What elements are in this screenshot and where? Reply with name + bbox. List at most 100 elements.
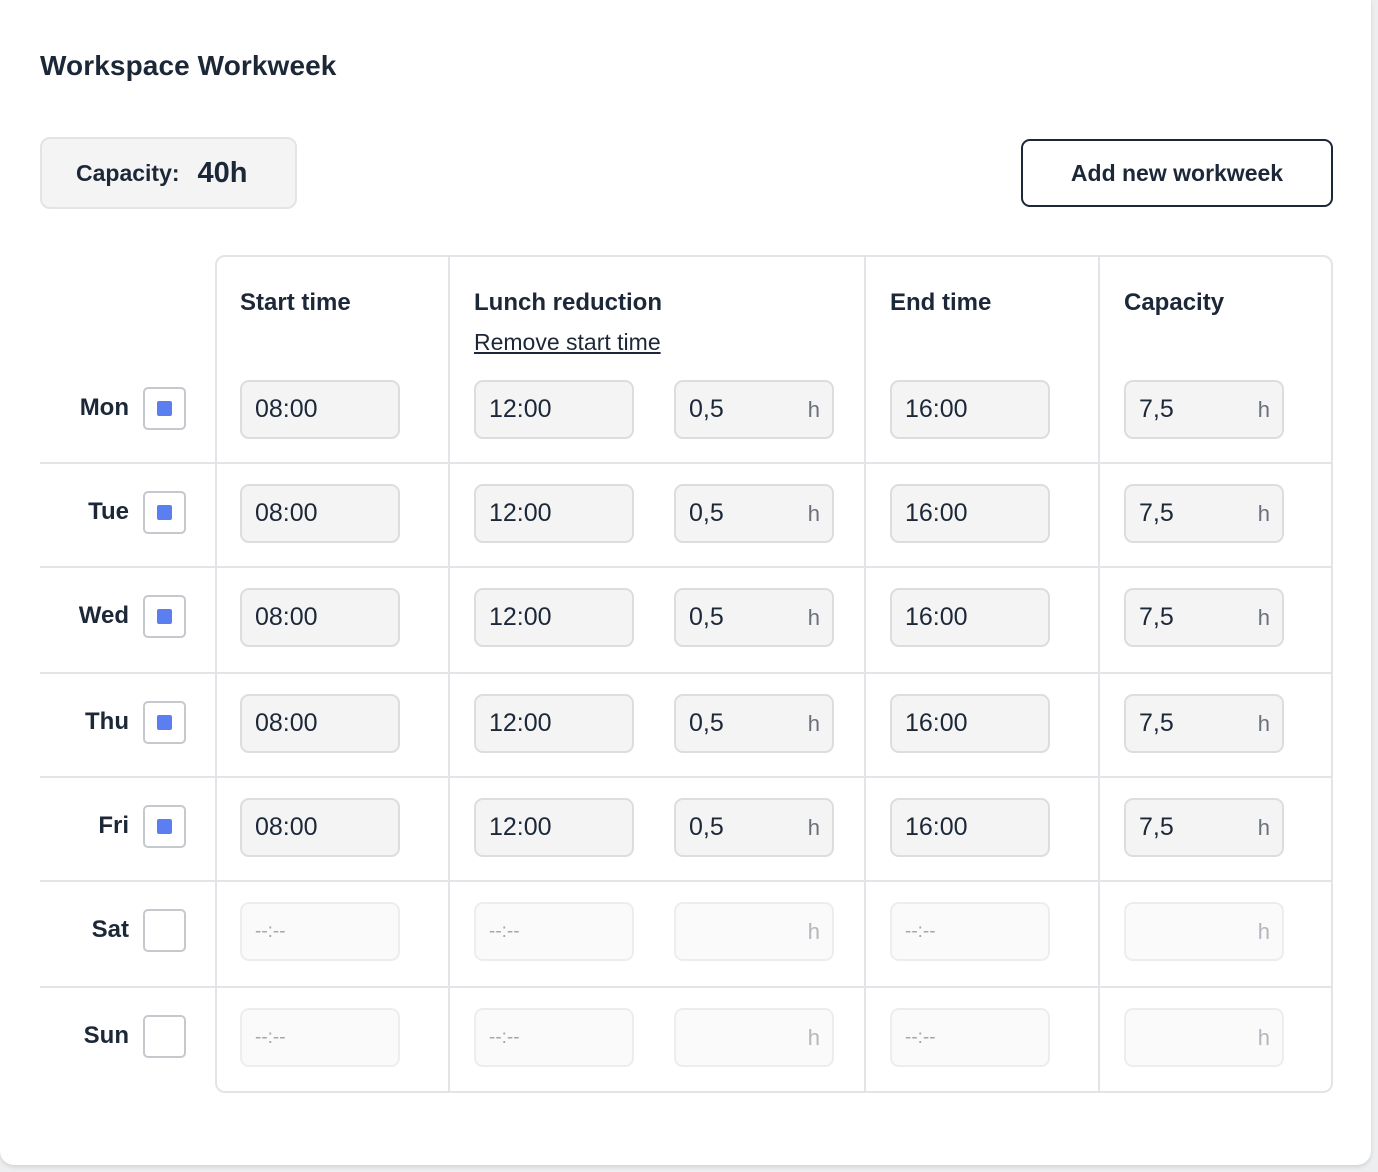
lunch-start-input[interactable]: --:-- (474, 1008, 634, 1067)
end-input[interactable]: 16:00 (890, 798, 1050, 857)
capacity-summary: Capacity: 40h (40, 137, 297, 209)
input-value: 0,5 (689, 499, 724, 527)
day-checkbox-tue[interactable] (143, 491, 186, 534)
input-value: 16:00 (905, 813, 968, 841)
input-value: 7,5 (1139, 813, 1174, 841)
lunch-start-input[interactable]: 12:00 (474, 588, 634, 647)
remove-start-time-link[interactable]: Remove start time (474, 329, 661, 355)
end-input[interactable]: 16:00 (890, 484, 1050, 543)
lunch-start-input[interactable]: 12:00 (474, 380, 634, 439)
lunch-hours-input[interactable]: h (674, 1008, 834, 1067)
end-input[interactable]: --:-- (890, 1008, 1050, 1067)
capacity-input[interactable]: h (1124, 902, 1284, 961)
capacity-input[interactable]: 7,5 h (1124, 484, 1284, 543)
day-label: Fri (98, 812, 129, 839)
day-label: Tue (88, 498, 129, 525)
unit-label: h (807, 500, 820, 526)
capacity-input[interactable]: 7,5 h (1124, 588, 1284, 647)
divider (1098, 255, 1100, 1093)
lunch-start-input[interactable]: --:-- (474, 902, 634, 961)
unit-label: h (1257, 1024, 1270, 1050)
unit-label: h (1257, 814, 1270, 840)
page-title: Workspace Workweek (40, 50, 337, 81)
unit-label: h (807, 814, 820, 840)
unit-label: h (807, 710, 820, 736)
lunch-hours-input[interactable]: 0,5 h (674, 798, 834, 857)
divider (864, 255, 866, 1093)
day-checkbox-mon[interactable] (143, 387, 186, 430)
end-input[interactable]: --:-- (890, 902, 1050, 961)
day-label: Sun (83, 1022, 129, 1049)
capacity-input[interactable]: 7,5 h (1124, 798, 1284, 857)
capacity-label: Capacity: (76, 159, 180, 186)
input-value: 12:00 (489, 395, 552, 423)
header-capacity: Capacity (1124, 289, 1225, 316)
input-value: 12:00 (489, 709, 552, 737)
lunch-hours-input[interactable]: 0,5 h (674, 588, 834, 647)
row-divider (40, 880, 1333, 882)
input-placeholder: --:-- (905, 1026, 936, 1048)
input-placeholder: --:-- (489, 920, 520, 942)
lunch-start-input[interactable]: 12:00 (474, 484, 634, 543)
lunch-start-input[interactable]: 12:00 (474, 694, 634, 753)
input-value: 16:00 (905, 603, 968, 631)
input-value: 16:00 (905, 499, 968, 527)
row-divider (40, 776, 1333, 778)
capacity-value: 40h (197, 156, 248, 189)
input-value: 12:00 (489, 813, 552, 841)
unit-label: h (1257, 710, 1270, 736)
unit-label: h (1257, 604, 1270, 630)
input-value: 08:00 (255, 813, 318, 841)
unit-label: h (807, 396, 820, 422)
input-value: 7,5 (1139, 499, 1174, 527)
lunch-hours-input[interactable]: h (674, 902, 834, 961)
input-value: 0,5 (689, 603, 724, 631)
header-start-time: Start time (240, 289, 351, 316)
day-checkbox-wed[interactable] (143, 595, 186, 638)
row-divider (40, 986, 1333, 988)
day-checkbox-thu[interactable] (143, 701, 186, 744)
input-value: 16:00 (905, 709, 968, 737)
header-lunch-reduction: Lunch reduction (474, 289, 662, 316)
add-new-workweek-button[interactable]: Add new workweek (1021, 139, 1333, 207)
input-value: 7,5 (1139, 709, 1174, 737)
lunch-start-input[interactable]: 12:00 (474, 798, 634, 857)
input-value: 08:00 (255, 709, 318, 737)
end-input[interactable]: 16:00 (890, 380, 1050, 439)
capacity-input[interactable]: 7,5 h (1124, 380, 1284, 439)
row-divider (40, 566, 1333, 568)
input-value: 7,5 (1139, 395, 1174, 423)
day-checkbox-sun[interactable] (143, 1015, 186, 1058)
start-input[interactable]: --:-- (240, 902, 400, 961)
input-value: 08:00 (255, 499, 318, 527)
start-input[interactable]: 08:00 (240, 380, 400, 439)
input-value: 0,5 (689, 813, 724, 841)
unit-label: h (1257, 396, 1270, 422)
day-checkbox-fri[interactable] (143, 805, 186, 848)
input-value: 12:00 (489, 499, 552, 527)
input-value: 08:00 (255, 395, 318, 423)
capacity-input[interactable]: h (1124, 1008, 1284, 1067)
input-value: 12:00 (489, 603, 552, 631)
start-input[interactable]: 08:00 (240, 798, 400, 857)
unit-label: h (807, 1024, 820, 1050)
input-value: 7,5 (1139, 603, 1174, 631)
day-checkbox-sat[interactable] (143, 909, 186, 952)
lunch-hours-input[interactable]: 0,5 h (674, 694, 834, 753)
end-input[interactable]: 16:00 (890, 694, 1050, 753)
start-input[interactable]: 08:00 (240, 588, 400, 647)
start-input[interactable]: 08:00 (240, 694, 400, 753)
capacity-input[interactable]: 7,5 h (1124, 694, 1284, 753)
input-placeholder: --:-- (255, 920, 286, 942)
day-label: Sat (91, 916, 129, 943)
start-input[interactable]: 08:00 (240, 484, 400, 543)
input-placeholder: --:-- (255, 1026, 286, 1048)
start-input[interactable]: --:-- (240, 1008, 400, 1067)
lunch-hours-input[interactable]: 0,5 h (674, 380, 834, 439)
input-value: 16:00 (905, 395, 968, 423)
end-input[interactable]: 16:00 (890, 588, 1050, 647)
lunch-hours-input[interactable]: 0,5 h (674, 484, 834, 543)
day-label: Mon (79, 394, 129, 421)
input-placeholder: --:-- (905, 920, 936, 942)
